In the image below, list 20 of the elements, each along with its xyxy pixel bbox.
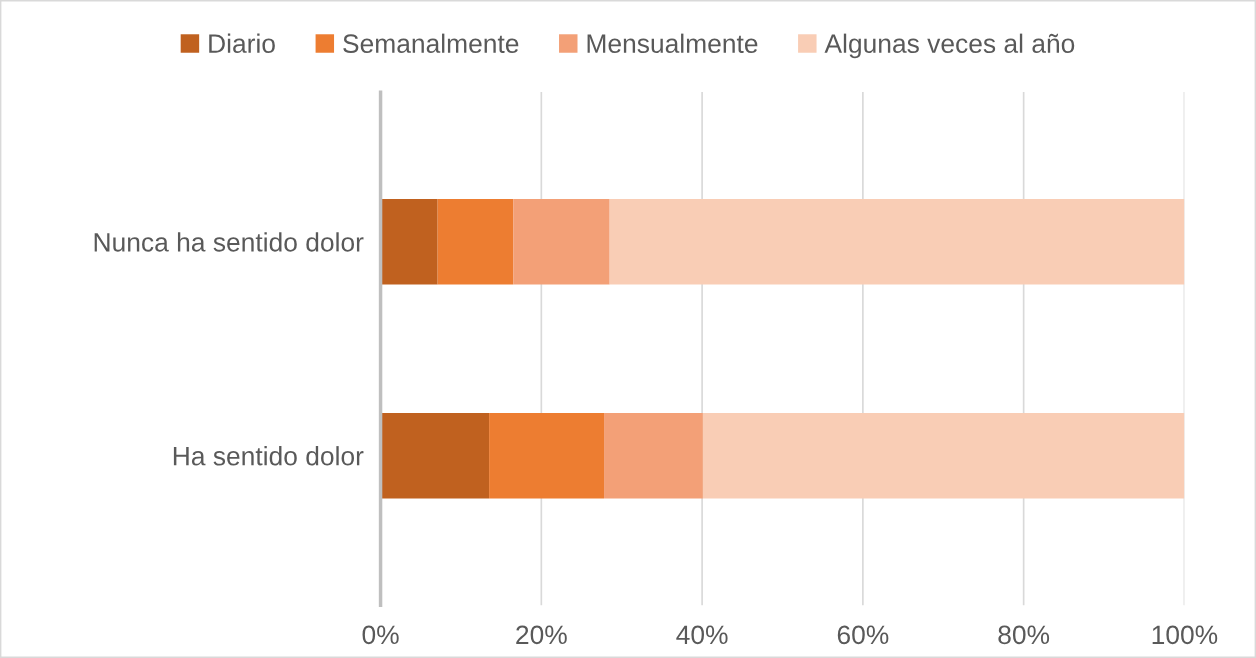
legend-label: Mensualmente bbox=[587, 33, 758, 53]
bar bbox=[604, 412, 703, 499]
bar bbox=[380, 412, 490, 499]
bar bbox=[609, 199, 1185, 285]
bar bbox=[380, 199, 438, 285]
y-tick-label: Ha sentido dolor bbox=[173, 446, 364, 466]
x-tick-label: 40% bbox=[676, 625, 728, 645]
x-tick-label: 0% bbox=[362, 625, 399, 645]
legend-label: Algunas veces al año bbox=[824, 33, 1075, 59]
bar bbox=[437, 199, 514, 285]
x-tick-label: 80% bbox=[998, 625, 1050, 645]
x-tick-label: 20% bbox=[516, 625, 567, 645]
legend-label: Semanalmente bbox=[343, 33, 519, 53]
x-tick-label: 100% bbox=[1152, 625, 1218, 645]
bar bbox=[513, 199, 610, 285]
bar bbox=[702, 412, 1185, 499]
x-tick-label: 60% bbox=[837, 625, 889, 645]
legend-label: Diario bbox=[209, 33, 275, 53]
bar bbox=[489, 412, 605, 499]
y-tick-label: Nunca ha sentido dolor bbox=[94, 232, 364, 252]
